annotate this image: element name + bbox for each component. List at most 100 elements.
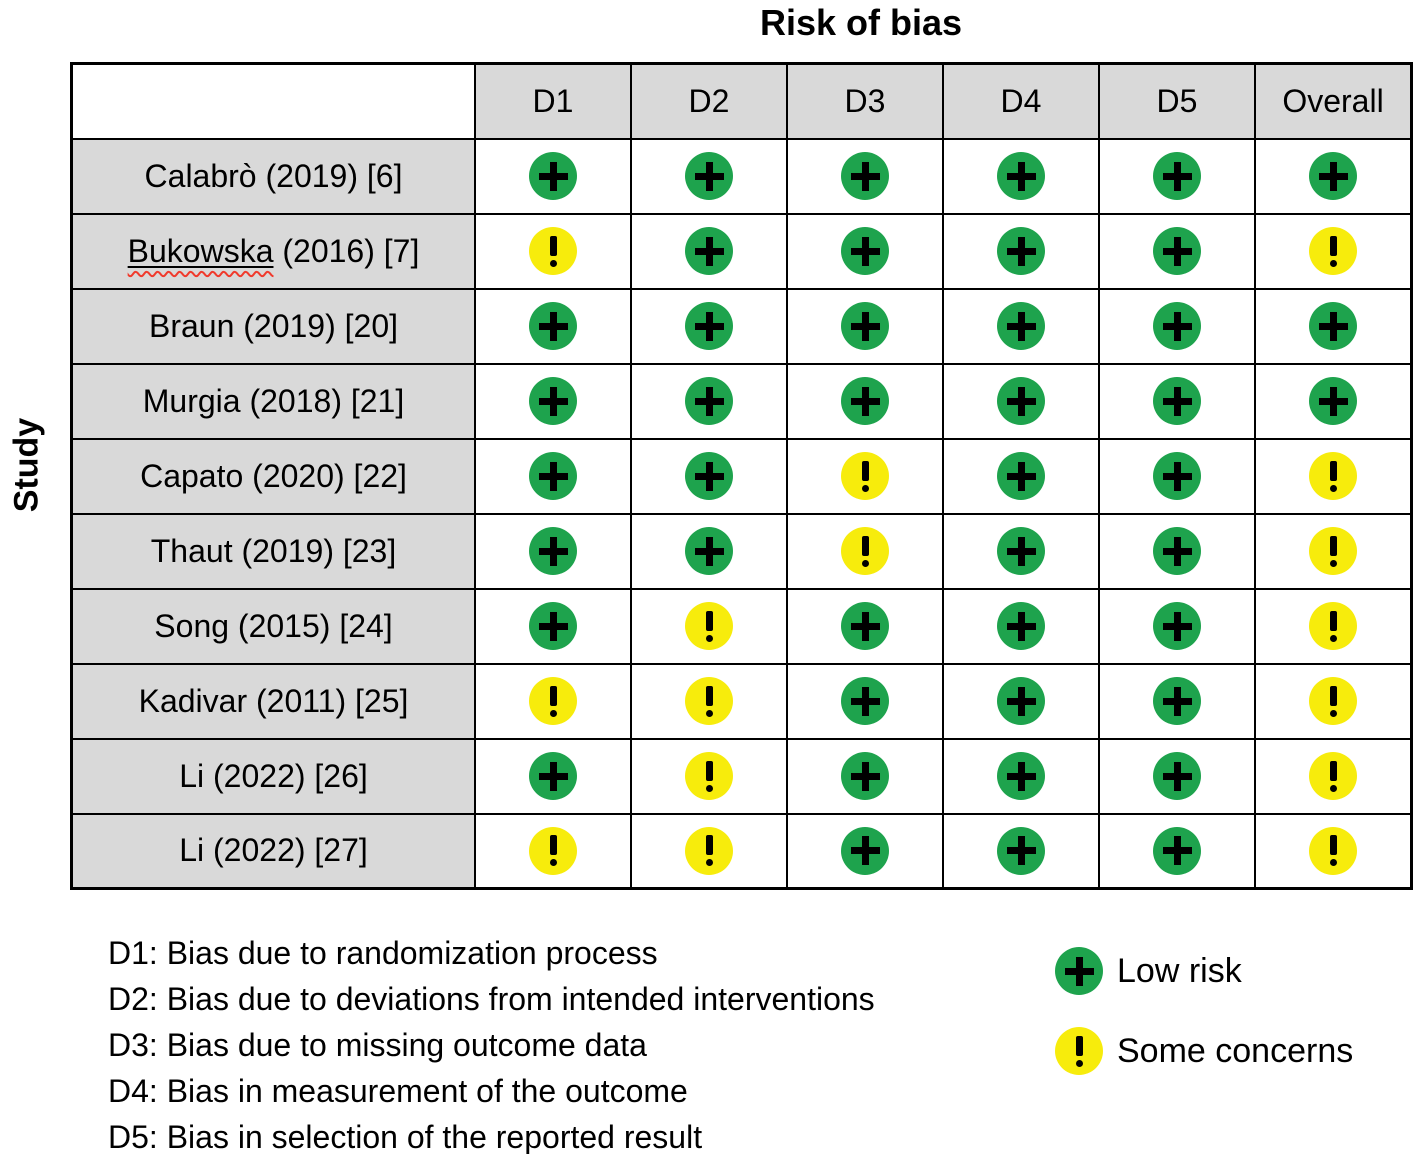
judgment-cell [630,737,788,815]
plus-icon [1162,461,1192,491]
study-name-cell: Bukowska (2016) [7] [70,212,476,290]
judgment-cell [630,587,788,665]
plus-icon [1064,956,1094,986]
low-risk-icon [1153,452,1201,500]
legend-item-low-risk: Low risk [1055,947,1353,995]
some-concerns-icon [529,677,577,725]
judgment-cell [786,512,944,590]
some-concerns-icon [841,527,889,575]
low-risk-icon [997,227,1045,275]
judgment-cell [1098,362,1256,440]
low-risk-icon [529,152,577,200]
low-risk-icon [685,377,733,425]
low-risk-icon [529,752,577,800]
exclamation-icon [1329,760,1337,792]
plus-icon [694,461,724,491]
plus-icon [850,386,880,416]
low-risk-icon [997,677,1045,725]
judgment-cell [786,812,944,890]
low-risk-icon [841,752,889,800]
low-risk-icon [997,452,1045,500]
judgment-cell [942,212,1100,290]
low-risk-icon [841,227,889,275]
table-row: Li (2022) [27] [70,812,1413,890]
some-concerns-icon [685,752,733,800]
some-concerns-icon [685,677,733,725]
some-concerns-icon [1309,452,1357,500]
exclamation-icon [861,460,869,492]
some-concerns-icon [1055,1027,1103,1075]
low-risk-icon [685,152,733,200]
table-row: Li (2022) [26] [70,737,1413,815]
low-risk-icon [1153,302,1201,350]
judgment-cell [1254,587,1413,665]
plus-icon [850,236,880,266]
legend-item-some-concerns: Some concerns [1055,1027,1353,1075]
some-concerns-icon [1309,677,1357,725]
low-risk-icon [841,677,889,725]
low-risk-icon [1055,947,1103,995]
low-risk-icon [997,152,1045,200]
plus-icon [1162,161,1192,191]
plus-icon [1162,311,1192,341]
exclamation-icon [705,610,713,642]
plus-icon [538,611,568,641]
plus-icon [1006,836,1036,866]
judgment-cell [1254,137,1413,215]
some-concerns-icon [1309,527,1357,575]
low-risk-icon [841,152,889,200]
header-row: D1 D2 D3 D4 D5 Overall [70,62,1413,140]
footnote-d3: D3: Bias due to missing outcome data [108,1027,647,1063]
figure-title: Risk of bias [759,2,963,43]
judgment-cell [942,137,1100,215]
exclamation-icon [549,235,557,267]
exclamation-icon [705,685,713,717]
plus-icon [538,311,568,341]
low-risk-icon [997,527,1045,575]
column-header-d3: D3 [786,62,944,140]
low-risk-icon [997,752,1045,800]
corner-cell [70,62,476,140]
low-risk-icon [685,302,733,350]
plus-icon [1006,236,1036,266]
judgment-cell [786,137,944,215]
plus-icon [694,536,724,566]
plus-icon [1162,236,1192,266]
plus-icon [1006,386,1036,416]
study-name-cell: Kadivar (2011) [25] [70,662,476,740]
low-risk-icon [685,452,733,500]
plus-icon [694,236,724,266]
judgment-cell [1254,812,1413,890]
judgment-cell [630,287,788,365]
low-risk-icon [1153,377,1201,425]
some-concerns-icon [1309,602,1357,650]
study-name-cell: Li (2022) [27] [70,812,476,890]
exclamation-icon [1329,460,1337,492]
legend-label-some-concerns: Some concerns [1117,1031,1354,1070]
footnote-d5: D5: Bias in selection of the reported re… [108,1119,703,1154]
exclamation-icon [861,535,869,567]
judgment-cell [1254,362,1413,440]
study-name-cell: Murgia (2018) [21] [70,362,476,440]
low-risk-icon [1309,152,1357,200]
low-risk-icon [841,377,889,425]
plus-icon [538,386,568,416]
plus-icon [1162,386,1192,416]
low-risk-icon [841,302,889,350]
low-risk-icon [997,377,1045,425]
plus-icon [1162,536,1192,566]
judgment-cell [942,737,1100,815]
plus-icon [850,611,880,641]
judgment-cell [1254,212,1413,290]
judgment-cell [474,212,632,290]
table-row: Song (2015) [24] [70,587,1413,665]
study-name-cell: Braun (2019) [20] [70,287,476,365]
table-row: Braun (2019) [20] [70,287,1413,365]
exclamation-icon [1329,235,1337,267]
plus-icon [1162,836,1192,866]
judgment-cell [1098,287,1256,365]
table-row: Thaut (2019) [23] [70,512,1413,590]
plus-icon [694,386,724,416]
column-header-d1: D1 [474,62,632,140]
plus-icon [538,461,568,491]
